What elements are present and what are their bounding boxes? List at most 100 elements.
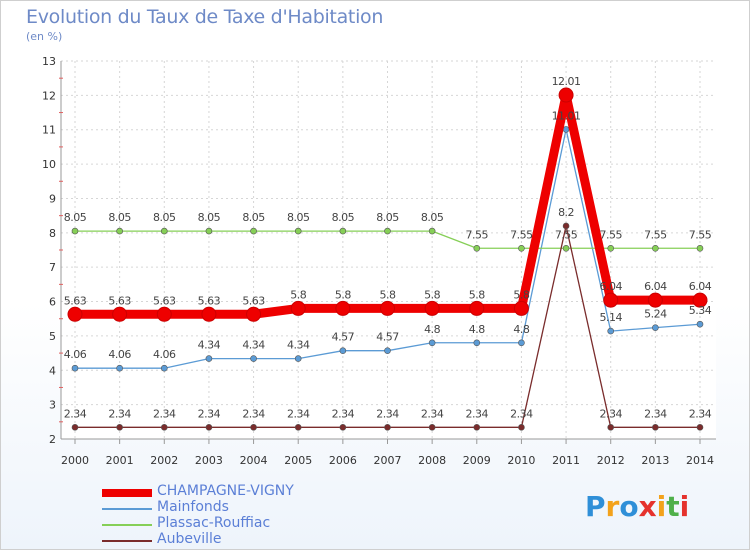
data-label: 4.34 <box>287 339 310 352</box>
data-label: 6.04 <box>599 280 622 293</box>
data-label: 8.05 <box>64 211 87 224</box>
data-point <box>116 424 123 431</box>
data-label: 8.05 <box>198 211 221 224</box>
data-point <box>696 320 704 328</box>
data-label: 2.34 <box>332 407 355 420</box>
data-label: 5.8 <box>424 288 440 301</box>
data-label: 7.55 <box>689 228 712 241</box>
data-point <box>473 339 481 347</box>
data-label: 2.34 <box>421 407 444 420</box>
logo-letter: i <box>679 490 690 523</box>
data-label: 5.63 <box>198 294 221 307</box>
logo-letter: i <box>656 490 667 523</box>
data-point <box>250 355 257 362</box>
x-tick-label: 2006 <box>329 454 357 467</box>
x-tick-label: 2003 <box>195 454 223 467</box>
x-tick-label: 2013 <box>641 454 669 467</box>
x-tick-label: 2014 <box>686 454 714 467</box>
data-point <box>647 292 663 308</box>
data-label: 8.05 <box>376 211 399 224</box>
proxiti-logo: Proxiti <box>585 490 689 523</box>
legend-label: Mainfonds <box>157 499 229 515</box>
y-tick-label: 8 <box>49 227 56 240</box>
data-label: 8.05 <box>108 211 131 224</box>
data-point <box>473 244 481 252</box>
data-label: 8.2 <box>558 206 574 219</box>
data-point <box>205 355 213 362</box>
logo-letter: t <box>666 490 680 523</box>
data-label: 8.05 <box>242 211 265 224</box>
data-point <box>607 244 615 252</box>
data-point <box>562 126 570 133</box>
data-label: 4.57 <box>332 331 355 344</box>
data-point <box>160 227 168 235</box>
legend-label: Plassac-Rouffiac <box>157 515 271 531</box>
data-point <box>518 339 525 347</box>
legend-swatch <box>102 524 152 526</box>
data-point <box>513 300 529 316</box>
data-point <box>696 424 704 431</box>
data-label: 5.63 <box>108 294 131 307</box>
data-point <box>652 244 659 252</box>
data-point <box>246 306 262 322</box>
data-point <box>294 424 302 431</box>
data-point <box>380 300 395 316</box>
data-point <box>116 364 123 372</box>
data-label: 2.34 <box>242 407 265 420</box>
data-point <box>160 364 168 372</box>
data-label: 6.04 <box>644 280 667 293</box>
data-label: 12.01 <box>552 75 581 88</box>
data-point <box>428 339 436 347</box>
data-point <box>335 300 351 316</box>
data-label: 5.8 <box>290 288 306 301</box>
data-point <box>71 364 79 372</box>
data-point <box>339 227 347 235</box>
data-point <box>156 306 172 322</box>
data-point <box>201 306 217 322</box>
data-point <box>384 424 391 431</box>
x-tick-label: 2009 <box>463 454 491 467</box>
data-point <box>250 424 257 431</box>
plot-area <box>61 61 716 439</box>
data-label: 4.06 <box>64 348 87 361</box>
x-tick-label: 2011 <box>552 454 580 467</box>
data-label: 4.34 <box>242 339 265 352</box>
data-point <box>607 424 615 431</box>
y-tick-label: 3 <box>49 399 56 412</box>
data-label: 6.04 <box>689 280 712 293</box>
data-label: 2.34 <box>644 407 667 420</box>
data-label: 2.34 <box>510 407 533 420</box>
data-label: 2.34 <box>599 407 622 420</box>
logo-letter: o <box>619 490 639 523</box>
data-label: 4.06 <box>153 348 176 361</box>
chart-subtitle: (en %) <box>26 30 63 43</box>
data-label: 2.34 <box>466 407 489 420</box>
data-point <box>384 347 391 354</box>
legend-swatch <box>102 540 152 542</box>
data-point <box>290 300 306 316</box>
y-tick-label: 6 <box>49 296 56 309</box>
legend-swatch <box>102 508 152 510</box>
data-label: 8.05 <box>153 211 176 224</box>
y-tick-label: 13 <box>42 55 56 68</box>
data-label: 4.8 <box>469 323 485 336</box>
chart-title: Evolution du Taux de Taxe d'Habitation <box>26 6 384 28</box>
data-label: 2.34 <box>376 407 399 420</box>
data-point <box>562 222 570 230</box>
data-point <box>558 87 574 103</box>
data-label: 4.57 <box>376 331 399 344</box>
data-point <box>428 424 436 431</box>
data-label: 4.34 <box>198 339 221 352</box>
logo-letter: x <box>638 490 657 523</box>
legend-label: Aubeville <box>157 531 222 547</box>
data-label: 5.8 <box>380 288 396 301</box>
data-label: 11.01 <box>552 109 581 122</box>
y-tick-label: 7 <box>49 261 56 274</box>
data-point <box>469 300 485 316</box>
data-label: 4.8 <box>513 323 529 336</box>
data-point <box>473 424 481 431</box>
data-point <box>339 424 347 431</box>
y-tick-label: 2 <box>49 433 56 446</box>
data-label: 7.55 <box>466 228 489 241</box>
x-tick-label: 2010 <box>507 454 535 467</box>
